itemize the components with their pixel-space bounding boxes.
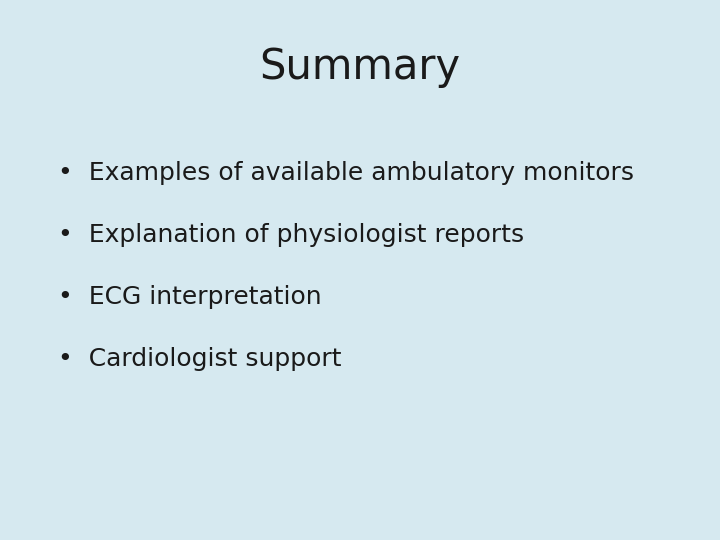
Text: •  ECG interpretation: • ECG interpretation bbox=[58, 285, 321, 309]
Text: •  Explanation of physiologist reports: • Explanation of physiologist reports bbox=[58, 223, 523, 247]
Text: •  Cardiologist support: • Cardiologist support bbox=[58, 347, 341, 371]
Text: Summary: Summary bbox=[259, 46, 461, 89]
Text: •  Examples of available ambulatory monitors: • Examples of available ambulatory monit… bbox=[58, 161, 634, 185]
